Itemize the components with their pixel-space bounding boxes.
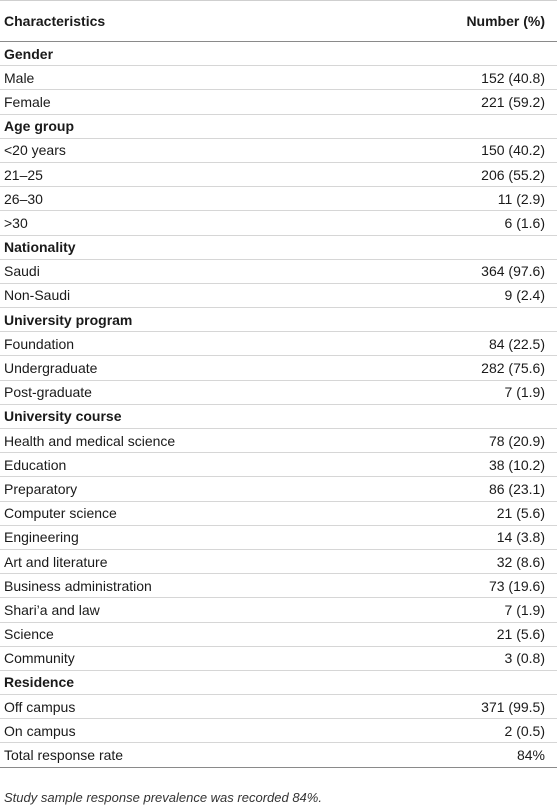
row-value: 78 (20.9) [400, 428, 557, 454]
section-label: University program [0, 307, 400, 333]
row-value: 86 (23.1) [400, 476, 557, 502]
table-body: Gender Male 152 (40.8) Female 221 (59.2) Age … [0, 41, 557, 768]
row-value [400, 670, 557, 696]
table-footnote: Study sample response prevalence was rec… [4, 790, 322, 805]
row-label: 26–30 [0, 186, 400, 212]
table-row: On campus 2 (0.5) [0, 718, 557, 744]
section-row: Residence [0, 670, 557, 696]
section-row: Gender [0, 41, 557, 67]
row-value: 21 (5.6) [400, 501, 557, 526]
section-label: Gender [0, 41, 400, 67]
table-header-row: Characteristics Number (%) [0, 0, 557, 42]
row-value: 38 (10.2) [400, 452, 557, 478]
row-label: Foundation [0, 331, 400, 357]
section-label: Nationality [0, 235, 400, 260]
table-row: >30 6 (1.6) [0, 210, 557, 236]
table-row: Engineering 14 (3.8) [0, 525, 557, 550]
row-value: 2 (0.5) [400, 718, 557, 744]
table-row: Post-graduate 7 (1.9) [0, 380, 557, 405]
table-row: Preparatory 86 (23.1) [0, 476, 557, 502]
row-value: 152 (40.8) [400, 65, 557, 91]
row-value: 9 (2.4) [400, 283, 557, 309]
row-value: 282 (75.6) [400, 355, 557, 381]
row-label: Community [0, 646, 400, 671]
row-value [400, 404, 557, 430]
row-label: Female [0, 89, 400, 115]
section-row: University program [0, 307, 557, 333]
table-row: 21–25 206 (55.2) [0, 162, 557, 188]
table-row: Female 221 (59.2) [0, 89, 557, 115]
row-label: Computer science [0, 501, 400, 526]
row-label: Male [0, 65, 400, 91]
row-value: 150 (40.2) [400, 138, 557, 163]
section-row: Age group [0, 114, 557, 139]
table-row: 26–30 11 (2.9) [0, 186, 557, 212]
row-value: 14 (3.8) [400, 525, 557, 550]
table-row: Business administration 73 (19.6) [0, 573, 557, 599]
table-row: Computer science 21 (5.6) [0, 501, 557, 526]
row-label: <20 years [0, 138, 400, 163]
row-value: 73 (19.6) [400, 573, 557, 599]
row-label: Saudi [0, 259, 400, 284]
section-label: Age group [0, 114, 400, 139]
table-row: Undergraduate 282 (75.6) [0, 355, 557, 381]
section-label: Residence [0, 670, 400, 696]
row-value: 3 (0.8) [400, 646, 557, 671]
header-number: Number (%) [400, 0, 557, 42]
row-label: Non-Saudi [0, 283, 400, 309]
table-row: Saudi 364 (97.6) [0, 259, 557, 284]
table-row: Total response rate 84% [0, 742, 557, 768]
row-value: 206 (55.2) [400, 162, 557, 188]
row-label: Science [0, 622, 400, 647]
row-value: 84% [400, 742, 557, 768]
row-value: 84 (22.5) [400, 331, 557, 357]
row-label: Business administration [0, 573, 400, 599]
row-value [400, 41, 557, 67]
row-value: 364 (97.6) [400, 259, 557, 284]
table-row: Art and literature 32 (8.6) [0, 549, 557, 575]
table-row: Off campus 371 (99.5) [0, 694, 557, 720]
table-row: Male 152 (40.8) [0, 65, 557, 91]
row-value: 7 (1.9) [400, 380, 557, 405]
row-value: 11 (2.9) [400, 186, 557, 212]
row-label: On campus [0, 718, 400, 744]
row-value: 7 (1.9) [400, 597, 557, 623]
row-label: Off campus [0, 694, 400, 720]
table-row: Community 3 (0.8) [0, 646, 557, 671]
row-value: 6 (1.6) [400, 210, 557, 236]
table-row: Foundation 84 (22.5) [0, 331, 557, 357]
row-label: Total response rate [0, 742, 400, 768]
table-row: Education 38 (10.2) [0, 452, 557, 478]
row-label: Art and literature [0, 549, 400, 575]
row-label: >30 [0, 210, 400, 236]
table-row: Health and medical science 78 (20.9) [0, 428, 557, 454]
table-row: Non-Saudi 9 (2.4) [0, 283, 557, 309]
row-label: Shari’a and law [0, 597, 400, 623]
section-row: Nationality [0, 235, 557, 260]
section-row: University course [0, 404, 557, 430]
row-value [400, 235, 557, 260]
table-row: <20 years 150 (40.2) [0, 138, 557, 163]
row-value: 21 (5.6) [400, 622, 557, 647]
row-label: Post-graduate [0, 380, 400, 405]
row-value [400, 307, 557, 333]
header-characteristics: Characteristics [0, 0, 400, 42]
row-value: 32 (8.6) [400, 549, 557, 575]
row-label: Education [0, 452, 400, 478]
row-label: Undergraduate [0, 355, 400, 381]
row-value [400, 114, 557, 139]
row-label: Engineering [0, 525, 400, 550]
row-label: 21–25 [0, 162, 400, 188]
section-label: University course [0, 404, 400, 430]
row-value: 371 (99.5) [400, 694, 557, 720]
table-row: Science 21 (5.6) [0, 622, 557, 647]
characteristics-table: Characteristics Number (%) Gender Male 152… [0, 0, 557, 768]
row-label: Preparatory [0, 476, 400, 502]
row-label: Health and medical science [0, 428, 400, 454]
table-row: Shari’a and law 7 (1.9) [0, 597, 557, 623]
row-value: 221 (59.2) [400, 89, 557, 115]
